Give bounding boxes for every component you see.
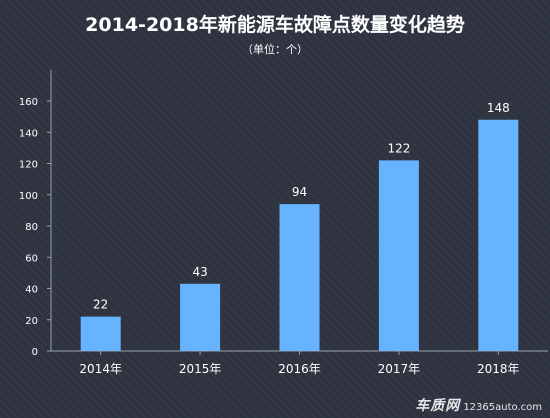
watermark-brand: 车质网 bbox=[415, 398, 461, 414]
watermark-logo: 车质网 12365auto.com bbox=[415, 395, 542, 415]
y-tick-label: 160 bbox=[19, 97, 38, 108]
bar-value-label: 148 bbox=[487, 101, 510, 115]
bar bbox=[378, 160, 419, 351]
y-tick-label: 0 bbox=[32, 347, 38, 358]
y-tick-label: 100 bbox=[19, 191, 38, 202]
y-tick-label: 40 bbox=[25, 285, 38, 296]
y-tick-label: 60 bbox=[25, 253, 38, 264]
y-tick-label: 20 bbox=[25, 316, 38, 327]
chart-title: 2014-2018年新能源车故障点数量变化趋势 bbox=[85, 14, 465, 36]
chart-subtitle-unit: （单位：个） bbox=[242, 43, 308, 56]
bar-value-label: 22 bbox=[93, 298, 108, 312]
bar bbox=[279, 204, 320, 351]
x-tick-label: 2017年 bbox=[378, 362, 421, 376]
bar bbox=[180, 283, 221, 351]
watermark-site: 12365auto.com bbox=[463, 402, 542, 413]
y-tick-label: 80 bbox=[25, 222, 38, 233]
x-tick-label: 2016年 bbox=[278, 362, 321, 376]
bar bbox=[478, 119, 519, 351]
x-tick-label: 2014年 bbox=[79, 362, 122, 376]
bar-value-label: 43 bbox=[192, 265, 207, 279]
x-tick-label: 2018年 bbox=[477, 362, 520, 376]
y-tick-label: 140 bbox=[19, 128, 38, 139]
x-tick-label: 2015年 bbox=[179, 362, 222, 376]
bar-value-label: 94 bbox=[292, 185, 307, 199]
y-tick-label: 120 bbox=[19, 160, 38, 171]
bar-value-label: 122 bbox=[387, 141, 410, 155]
bar bbox=[80, 316, 121, 351]
